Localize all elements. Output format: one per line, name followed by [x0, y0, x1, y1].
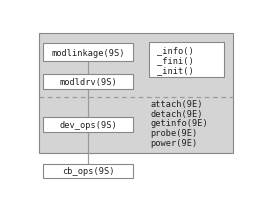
- Text: dev_ops(9S): dev_ops(9S): [59, 120, 117, 129]
- Text: probe(9E): probe(9E): [150, 129, 197, 137]
- Text: getinfo(9E): getinfo(9E): [150, 119, 208, 128]
- Bar: [149, 43, 225, 78]
- Text: attach(9E): attach(9E): [150, 99, 203, 108]
- Text: _info(): _info(): [157, 46, 194, 55]
- Text: _fini(): _fini(): [157, 56, 194, 65]
- Bar: [43, 75, 133, 90]
- Bar: [43, 44, 133, 62]
- Bar: [43, 164, 133, 178]
- Bar: [43, 117, 133, 132]
- Text: cb_ops(9S): cb_ops(9S): [62, 166, 114, 175]
- Text: modlinkage(9S): modlinkage(9S): [51, 49, 125, 58]
- Text: modldrv(9S): modldrv(9S): [59, 78, 117, 87]
- Bar: [39, 34, 233, 153]
- Text: _init(): _init(): [157, 66, 194, 75]
- Text: detach(9E): detach(9E): [150, 109, 203, 118]
- Text: power(9E): power(9E): [150, 138, 197, 147]
